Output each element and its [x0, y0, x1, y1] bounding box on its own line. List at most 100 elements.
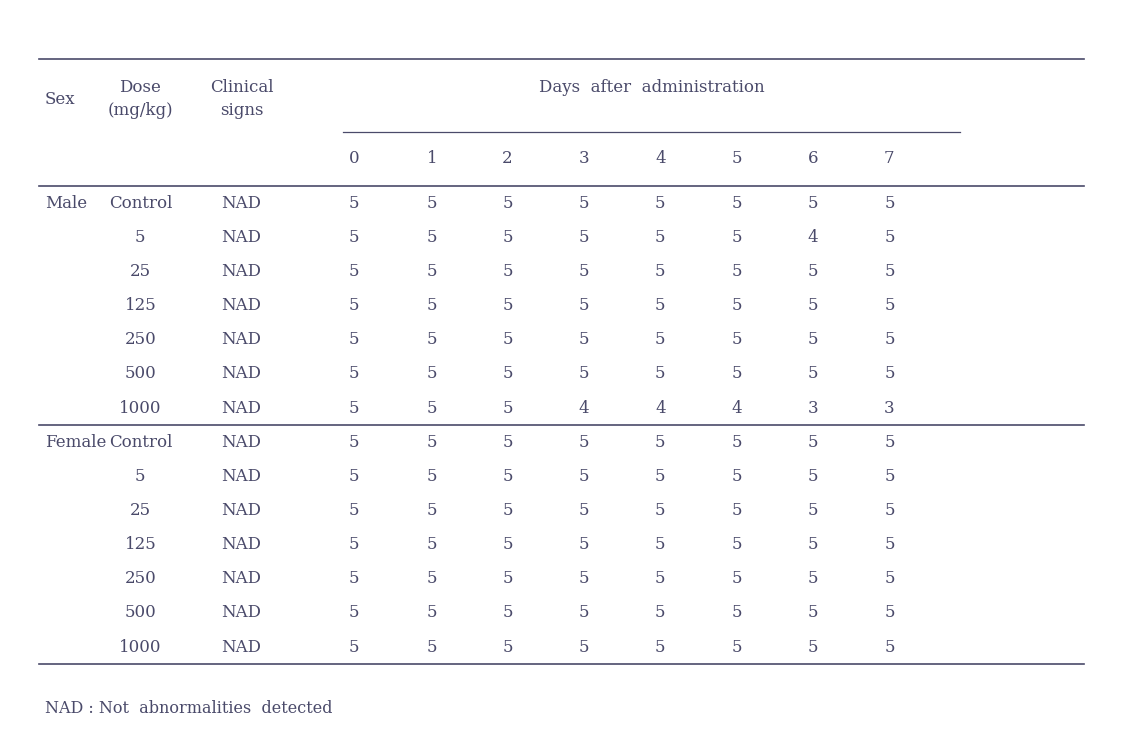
Text: 5: 5	[502, 331, 513, 348]
Text: NAD: NAD	[221, 537, 262, 554]
Text: 5: 5	[348, 604, 359, 621]
Text: 5: 5	[731, 229, 742, 246]
Text: 5: 5	[348, 638, 359, 655]
Text: 5: 5	[578, 502, 590, 519]
Text: 5: 5	[427, 570, 438, 587]
Text: 5: 5	[578, 468, 590, 485]
Text: 5: 5	[427, 195, 438, 212]
Text: 5: 5	[655, 502, 666, 519]
Text: 5: 5	[502, 468, 513, 485]
Text: NAD: NAD	[221, 399, 262, 416]
Text: NAD: NAD	[221, 638, 262, 655]
Text: 5: 5	[502, 229, 513, 246]
Text: NAD: NAD	[221, 297, 262, 314]
Text: 5: 5	[348, 263, 359, 280]
Text: 5: 5	[731, 195, 742, 212]
Text: 5: 5	[731, 365, 742, 382]
Text: 125: 125	[125, 297, 156, 314]
Text: 5: 5	[807, 604, 819, 621]
Text: 5: 5	[348, 331, 359, 348]
Text: 4: 4	[807, 229, 819, 246]
Text: 5: 5	[427, 365, 438, 382]
Text: 5: 5	[348, 468, 359, 485]
Text: Female: Female	[45, 434, 107, 451]
Text: 5: 5	[731, 638, 742, 655]
Text: Control: Control	[109, 195, 172, 212]
Text: 4: 4	[578, 399, 590, 416]
Text: 5: 5	[502, 365, 513, 382]
Text: Control: Control	[109, 434, 172, 451]
Text: 5: 5	[884, 468, 895, 485]
Text: 5: 5	[884, 434, 895, 451]
Text: 5: 5	[502, 604, 513, 621]
Text: 250: 250	[125, 570, 156, 587]
Text: 3: 3	[578, 151, 590, 168]
Text: 5: 5	[655, 434, 666, 451]
Text: 5: 5	[427, 297, 438, 314]
Text: 5: 5	[578, 229, 590, 246]
Text: 5: 5	[135, 229, 146, 246]
Text: NAD: NAD	[221, 570, 262, 587]
Text: 5: 5	[502, 570, 513, 587]
Text: 5: 5	[884, 502, 895, 519]
Text: 500: 500	[125, 365, 156, 382]
Text: 5: 5	[807, 468, 819, 485]
Text: 5: 5	[578, 365, 590, 382]
Text: 5: 5	[502, 537, 513, 554]
Text: 125: 125	[125, 537, 156, 554]
Text: 5: 5	[731, 434, 742, 451]
Text: 5: 5	[348, 570, 359, 587]
Text: 5: 5	[655, 570, 666, 587]
Text: 5: 5	[655, 468, 666, 485]
Text: 5: 5	[502, 263, 513, 280]
Text: Clinical
signs: Clinical signs	[210, 79, 273, 120]
Text: NAD: NAD	[221, 263, 262, 280]
Text: 5: 5	[502, 502, 513, 519]
Text: 5: 5	[655, 365, 666, 382]
Text: 5: 5	[807, 365, 819, 382]
Text: 0: 0	[348, 151, 359, 168]
Text: 5: 5	[578, 263, 590, 280]
Text: Days  after  administration: Days after administration	[539, 80, 764, 97]
Text: 5: 5	[348, 297, 359, 314]
Text: 4: 4	[731, 399, 742, 416]
Text: 5: 5	[348, 537, 359, 554]
Text: 5: 5	[502, 638, 513, 655]
Text: 5: 5	[427, 468, 438, 485]
Text: 5: 5	[427, 638, 438, 655]
Text: NAD: NAD	[221, 468, 262, 485]
Text: 5: 5	[348, 229, 359, 246]
Text: NAD: NAD	[221, 365, 262, 382]
Text: 5: 5	[427, 229, 438, 246]
Text: 5: 5	[807, 434, 819, 451]
Text: 1: 1	[427, 151, 438, 168]
Text: 5: 5	[655, 638, 666, 655]
Text: 5: 5	[655, 604, 666, 621]
Text: 5: 5	[502, 434, 513, 451]
Text: 5: 5	[731, 468, 742, 485]
Text: 5: 5	[655, 263, 666, 280]
Text: 5: 5	[884, 365, 895, 382]
Text: 5: 5	[731, 502, 742, 519]
Text: 5: 5	[655, 537, 666, 554]
Text: 5: 5	[884, 331, 895, 348]
Text: 4: 4	[655, 399, 666, 416]
Text: 5: 5	[731, 263, 742, 280]
Text: 5: 5	[427, 331, 438, 348]
Text: 6: 6	[807, 151, 819, 168]
Text: 25: 25	[130, 502, 150, 519]
Text: 5: 5	[135, 468, 146, 485]
Text: 5: 5	[578, 570, 590, 587]
Text: 5: 5	[807, 195, 819, 212]
Text: 25: 25	[130, 263, 150, 280]
Text: 5: 5	[884, 537, 895, 554]
Text: 2: 2	[502, 151, 513, 168]
Text: NAD: NAD	[221, 229, 262, 246]
Text: 4: 4	[655, 151, 666, 168]
Text: 5: 5	[578, 195, 590, 212]
Text: 5: 5	[578, 297, 590, 314]
Text: 5: 5	[348, 502, 359, 519]
Text: 5: 5	[731, 537, 742, 554]
Text: 5: 5	[884, 638, 895, 655]
Text: NAD: NAD	[221, 434, 262, 451]
